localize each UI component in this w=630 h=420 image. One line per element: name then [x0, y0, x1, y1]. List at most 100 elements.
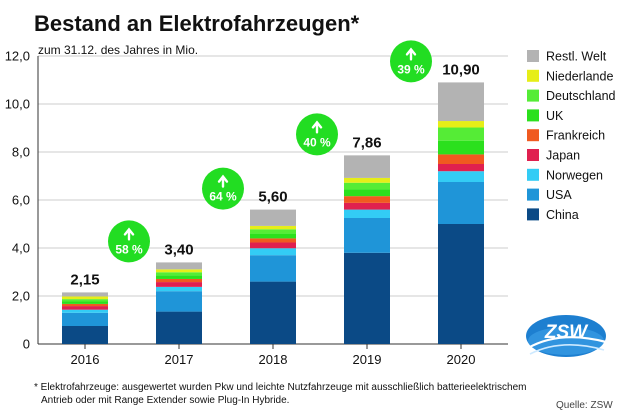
- bar-segment: [156, 282, 202, 287]
- bar-segment: [156, 272, 202, 276]
- arrow-up-icon: [217, 174, 229, 188]
- bar-segment: [344, 252, 390, 344]
- chart-subtitle: zum 31.12. des Jahres in Mio.: [38, 43, 198, 57]
- y-tick-label: 10,0: [5, 97, 30, 112]
- legend-swatch: [527, 89, 539, 102]
- bar-segment: [250, 225, 296, 230]
- bar-segment: [344, 182, 390, 190]
- bar-segment: [156, 311, 202, 344]
- bar-segment: [62, 292, 108, 297]
- footnote-line-2: Antrieb oder mit Range Extender sowie Pl…: [41, 395, 289, 406]
- arrow-up-icon: [123, 227, 135, 241]
- bar-segment: [250, 229, 296, 234]
- bar-segment: [344, 209, 390, 218]
- arrow-up-icon: [405, 47, 417, 61]
- bar-segment: [438, 171, 484, 182]
- growth-badge: [296, 113, 338, 156]
- total-labels: 2,15 3,40 5,60 7,86 10,90: [70, 61, 479, 288]
- x-axis-ticks: 2016 2017 2018 2019 2020: [71, 344, 476, 367]
- y-tick-label: 0: [23, 337, 30, 352]
- legend-swatch: [527, 129, 539, 142]
- legend-label: UK: [546, 109, 564, 123]
- y-tick-label: 8,0: [12, 145, 30, 160]
- bar-segment: [344, 177, 390, 183]
- growth-label: 58 %: [115, 242, 143, 256]
- legend-label: Niederlande: [546, 69, 613, 83]
- legend: Restl. Welt Niederlande Deutschland UK Frank…: [527, 50, 616, 222]
- x-tick-label: 2019: [353, 352, 382, 367]
- bar-segment: [344, 202, 390, 210]
- growth-badges: 58 % 64 % 40 % 39 %: [108, 40, 432, 263]
- bar-segment: [438, 154, 484, 164]
- legend-label: Frankreich: [546, 129, 605, 143]
- legend-label: China: [546, 208, 579, 222]
- legend-swatch: [527, 188, 539, 201]
- bar-segment: [62, 296, 108, 300]
- legend-swatch: [527, 149, 539, 161]
- bar-segment: [250, 255, 296, 282]
- legend-label: Norwegen: [546, 168, 603, 182]
- y-axis-ticks: 0 2,0 4,0 6,0 8,0 10,0 12,0: [5, 49, 30, 352]
- bar-segment: [62, 309, 108, 313]
- legend-label: Restl. Welt: [546, 50, 607, 64]
- bar-segment: [344, 189, 390, 197]
- bar-segment: [344, 155, 390, 178]
- legend-swatch: [527, 168, 539, 181]
- x-tick-label: 2020: [447, 352, 476, 367]
- x-tick-label: 2017: [165, 352, 194, 367]
- x-tick-label: 2016: [71, 352, 100, 367]
- bar-segment: [62, 299, 108, 302]
- bar-segment: [250, 248, 296, 256]
- x-tick-label: 2018: [259, 352, 288, 367]
- growth-badge: [108, 220, 150, 263]
- bar-segment: [62, 312, 108, 326]
- bar-segment: [250, 209, 296, 226]
- y-tick-label: 12,0: [5, 49, 30, 64]
- bar-segment: [438, 121, 484, 128]
- legend-swatch: [527, 109, 539, 122]
- logo-text: ZSW: [544, 322, 589, 343]
- bar-segment: [250, 233, 296, 239]
- bar-segment: [156, 269, 202, 273]
- bar-segment: [438, 224, 484, 344]
- growth-label: 64 %: [209, 190, 237, 204]
- growth-label: 39 %: [397, 62, 425, 76]
- bar-segment: [156, 286, 202, 292]
- footnote-line-1: * Elektrofahrzeuge: ausgewertet wurden P…: [34, 382, 526, 393]
- chart-title: Bestand an Elektrofahrzeugen*: [34, 11, 360, 36]
- bar-segment: [156, 262, 202, 270]
- y-tick-label: 2,0: [12, 289, 30, 304]
- bar-segment: [438, 164, 484, 172]
- bar-segment: [438, 82, 484, 122]
- bar-segment: [344, 218, 390, 253]
- bar-segment: [250, 281, 296, 344]
- growth-badge: [390, 40, 432, 83]
- bar-segment: [62, 306, 108, 310]
- growth-label: 40 %: [303, 135, 331, 149]
- total-label: 3,40: [164, 241, 193, 258]
- bar-segment: [438, 182, 484, 224]
- bar-segment: [250, 238, 296, 243]
- bar-segment: [438, 140, 484, 155]
- y-tick-label: 4,0: [12, 241, 30, 256]
- bar-segment: [438, 127, 484, 141]
- bar-segment: [344, 196, 390, 203]
- legend-label: USA: [546, 188, 572, 202]
- legend-swatch: [527, 50, 539, 62]
- legend-swatch: [527, 69, 539, 82]
- bar-segment: [156, 291, 202, 312]
- bar-segment: [156, 275, 202, 279]
- legend-swatch: [527, 208, 539, 221]
- total-label: 2,15: [70, 271, 99, 288]
- bar-segment: [62, 303, 108, 307]
- total-label: 10,90: [442, 61, 480, 78]
- bar-segment: [62, 326, 108, 344]
- bars: [62, 82, 484, 344]
- bar-segment: [62, 301, 108, 304]
- bar-segment: [156, 278, 202, 283]
- y-tick-label: 6,0: [12, 193, 30, 208]
- zsw-logo-icon: ZSW: [526, 315, 607, 357]
- source-label: Quelle: ZSW: [556, 400, 613, 411]
- growth-badge: [202, 167, 244, 210]
